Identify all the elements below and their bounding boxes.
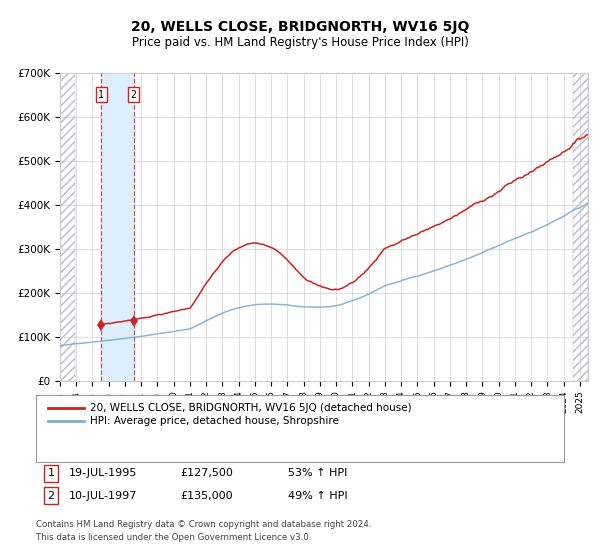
Text: 53% ↑ HPI: 53% ↑ HPI	[288, 468, 347, 478]
Text: 1: 1	[98, 90, 104, 100]
Text: 20, WELLS CLOSE, BRIDGNORTH, WV16 5JQ (detached house): 20, WELLS CLOSE, BRIDGNORTH, WV16 5JQ (d…	[90, 403, 412, 413]
Text: HPI: Average price, detached house, Shropshire: HPI: Average price, detached house, Shro…	[90, 416, 339, 426]
Text: Contains HM Land Registry data © Crown copyright and database right 2024.: Contains HM Land Registry data © Crown c…	[36, 520, 371, 529]
Text: 10-JUL-1997: 10-JUL-1997	[69, 491, 137, 501]
Text: 20, WELLS CLOSE, BRIDGNORTH, WV16 5JQ: 20, WELLS CLOSE, BRIDGNORTH, WV16 5JQ	[131, 20, 469, 34]
Text: Price paid vs. HM Land Registry's House Price Index (HPI): Price paid vs. HM Land Registry's House …	[131, 36, 469, 49]
Text: 2: 2	[131, 90, 137, 100]
Text: £135,000: £135,000	[180, 491, 233, 501]
Bar	[60, 73, 74, 381]
Bar	[101, 73, 134, 381]
Bar	[574, 73, 588, 381]
Text: 1: 1	[47, 468, 55, 478]
Text: 49% ↑ HPI: 49% ↑ HPI	[288, 491, 347, 501]
Text: 19-JUL-1995: 19-JUL-1995	[69, 468, 137, 478]
Text: This data is licensed under the Open Government Licence v3.0.: This data is licensed under the Open Gov…	[36, 533, 311, 542]
Text: £127,500: £127,500	[180, 468, 233, 478]
Text: 2: 2	[47, 491, 55, 501]
